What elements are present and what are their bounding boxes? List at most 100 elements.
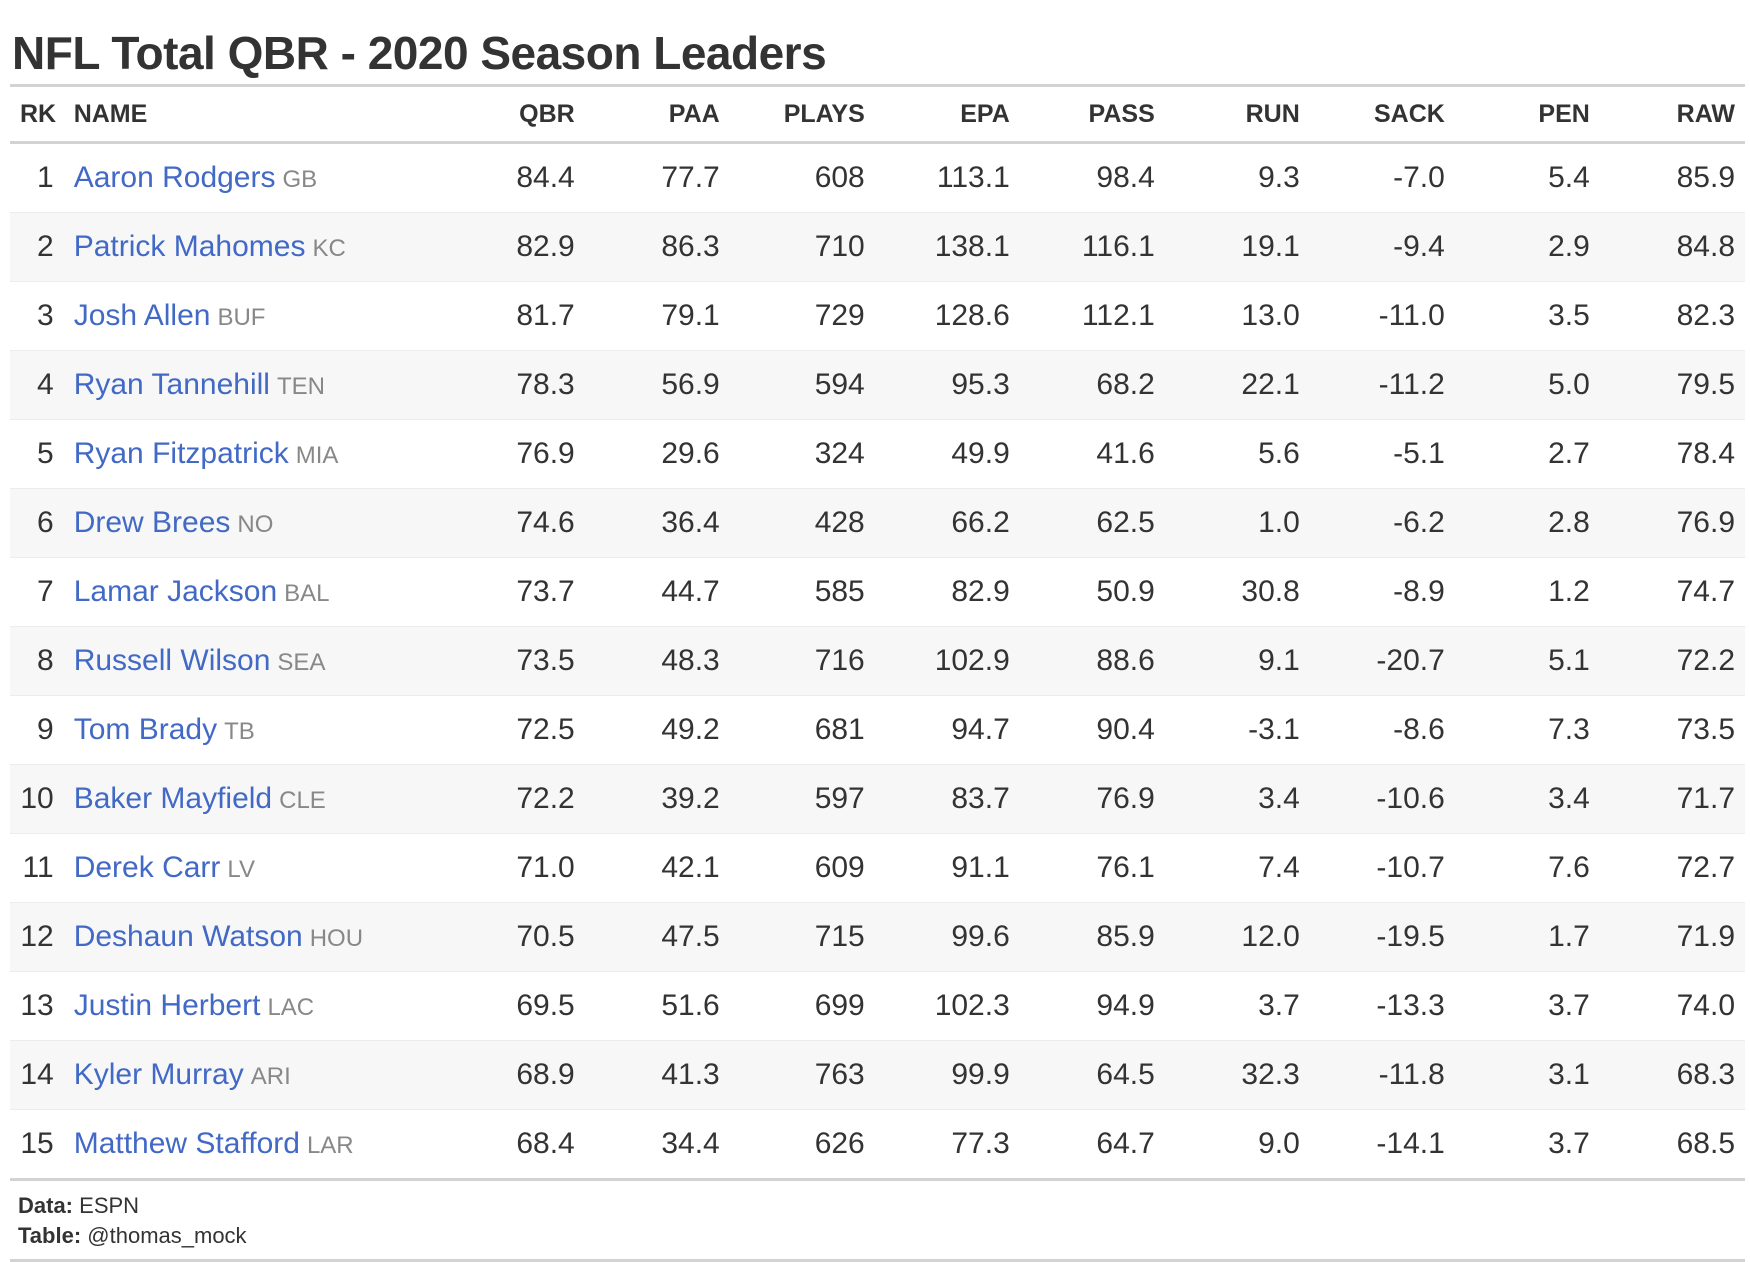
- cell-pass: 62.5: [1019, 488, 1165, 558]
- cell-qbr: 71.0: [482, 833, 585, 903]
- cell-qbr: 68.4: [482, 1109, 585, 1178]
- player-name-link[interactable]: Ryan Tannehill: [73, 368, 270, 401]
- cell-sack: -9.4: [1309, 212, 1455, 282]
- team-abbrev: NO: [237, 511, 274, 538]
- title-divider: [10, 84, 1745, 87]
- cell-epa: 82.9: [874, 557, 1020, 627]
- cell-run: 19.1: [1164, 212, 1310, 282]
- cell-rk: 5: [10, 419, 64, 489]
- cell-run: 7.4: [1164, 833, 1310, 903]
- cell-paa: 47.5: [584, 902, 730, 972]
- table-row: 12 Deshaun Watson HOU 70.5 47.5 715 99.6 85.9 12…: [10, 902, 1745, 972]
- player-name-link[interactable]: Russell Wilson: [73, 644, 271, 677]
- cell-qbr: 76.9: [482, 419, 585, 489]
- cell-pen: 2.8: [1454, 488, 1600, 558]
- cell-pass: 76.1: [1019, 833, 1165, 903]
- cell-paa: 79.1: [584, 281, 730, 351]
- cell-name: Aaron Rodgers GB: [64, 143, 483, 213]
- cell-rk: 9: [10, 695, 64, 765]
- cell-pen: 3.7: [1454, 1109, 1600, 1178]
- player-name-link[interactable]: Josh Allen: [73, 299, 211, 332]
- cell-paa: 51.6: [584, 971, 730, 1041]
- cell-plays: 324: [729, 419, 875, 489]
- cell-name: Kyler Murray ARI: [63, 1040, 483, 1110]
- col-header-paa: PAA: [584, 87, 730, 144]
- cell-name: Patrick Mahomes KC: [63, 212, 483, 282]
- player-name-link[interactable]: Kyler Murray: [73, 1058, 244, 1091]
- cell-qbr: 81.7: [482, 281, 585, 351]
- table-row: 14 Kyler Murray ARI 68.9 41.3 763 99.9 64.5 32.3…: [10, 1040, 1745, 1110]
- cell-rk: 7: [10, 557, 64, 627]
- cell-pass: 94.9: [1019, 971, 1165, 1041]
- cell-plays: 626: [729, 1109, 875, 1178]
- cell-raw: 68.5: [1599, 1109, 1745, 1178]
- cell-qbr: 72.2: [482, 764, 585, 834]
- cell-run: 13.0: [1164, 281, 1310, 351]
- player-name-link[interactable]: Derek Carr: [73, 851, 221, 884]
- player-name-link[interactable]: Ryan Fitzpatrick: [73, 437, 289, 470]
- cell-plays: 428: [729, 488, 875, 558]
- cell-rk: 4: [10, 350, 64, 420]
- player-name-link[interactable]: Drew Brees: [73, 506, 231, 539]
- cell-name: Tom Brady TB: [63, 695, 483, 765]
- cell-run: 9.3: [1258, 161, 1300, 194]
- cell-plays: 716: [729, 626, 875, 696]
- table-row: 2 Patrick Mahomes KC 82.9 86.3 710 138.1 116.1 1…: [10, 212, 1745, 282]
- cell-pen: 5.4: [1548, 161, 1590, 194]
- cell-pass: 90.4: [1019, 695, 1165, 765]
- cell-raw: 85.9: [1676, 161, 1735, 194]
- cell-qbr: 70.5: [482, 902, 585, 972]
- table-row: 5 Ryan Fitzpatrick MIA 76.9 29.6 324 49.9 41.6 5…: [10, 419, 1745, 489]
- cell-raw: 71.9: [1599, 902, 1745, 972]
- cell-name: Matthew Stafford LAR: [63, 1109, 483, 1178]
- cell-pass: 112.1: [1019, 281, 1165, 351]
- player-name-link[interactable]: Deshaun Watson: [73, 920, 303, 953]
- cell-sack: -19.5: [1309, 902, 1455, 972]
- cell-rk: 12: [10, 902, 64, 972]
- cell-rk: 13: [10, 971, 64, 1041]
- cell-raw: 72.2: [1599, 626, 1745, 696]
- cell-qbr: 72.5: [482, 695, 585, 765]
- cell-qbr: 69.5: [482, 971, 585, 1041]
- player-name-link[interactable]: Aaron Rodgers: [73, 161, 276, 194]
- header-row: RK NAME QBR PAA PLAYS EPA PASS RUN SACK …: [10, 87, 1745, 144]
- cell-paa: 42.1: [584, 833, 730, 903]
- cell-rk: 11: [10, 833, 64, 903]
- cell-sack: -11.0: [1309, 281, 1455, 351]
- player-name-link[interactable]: Lamar Jackson: [73, 575, 278, 608]
- cell-qbr: 68.9: [482, 1040, 585, 1110]
- cell-raw: 72.7: [1599, 833, 1745, 903]
- team-abbrev: HOU: [309, 925, 364, 952]
- table-row: 6 Drew Brees NO 74.6 36.4 428 66.2 62.5 1.0 -6.2 2…: [10, 488, 1745, 558]
- player-name-link[interactable]: Justin Herbert: [73, 989, 261, 1022]
- cell-qbr: 78.3: [482, 350, 585, 420]
- cell-paa: 77.7: [661, 161, 720, 194]
- cell-plays: 609: [729, 833, 875, 903]
- cell-paa: 44.7: [584, 557, 730, 627]
- cell-sack: -20.7: [1309, 626, 1455, 696]
- player-name-link[interactable]: Matthew Stafford: [73, 1127, 300, 1160]
- team-abbrev: TEN: [276, 373, 325, 400]
- cell-paa: 86.3: [584, 212, 730, 282]
- team-abbrev: BAL: [284, 580, 330, 607]
- cell-epa: 83.7: [874, 764, 1020, 834]
- cell-pass: 41.6: [1019, 419, 1165, 489]
- cell-name: Baker Mayfield CLE: [63, 764, 483, 834]
- team-abbrev: BUF: [217, 304, 266, 331]
- team-abbrev: LV: [227, 856, 255, 883]
- cell-epa: 91.1: [874, 833, 1020, 903]
- cell-epa: 77.3: [874, 1109, 1020, 1178]
- player-name-link[interactable]: Baker Mayfield: [73, 782, 273, 815]
- table-title: NFL Total QBR - 2020 Season Leaders: [12, 27, 827, 79]
- player-name-link[interactable]: Tom Brady: [73, 713, 218, 746]
- col-header-rk: RK: [10, 87, 64, 144]
- source-label: Data:: [18, 1193, 74, 1218]
- table-row: 8 Russell Wilson SEA 73.5 48.3 716 102.9 88.6 9.…: [10, 626, 1745, 696]
- cell-qbr: 84.4: [516, 161, 575, 194]
- credit-note: Table: @thomas_mock: [18, 1221, 1745, 1251]
- player-name-link[interactable]: Patrick Mahomes: [73, 230, 306, 263]
- cell-sack: -11.8: [1309, 1040, 1455, 1110]
- cell-pen: 2.9: [1454, 212, 1600, 282]
- col-header-qbr: QBR: [482, 87, 585, 144]
- cell-plays: 729: [729, 281, 875, 351]
